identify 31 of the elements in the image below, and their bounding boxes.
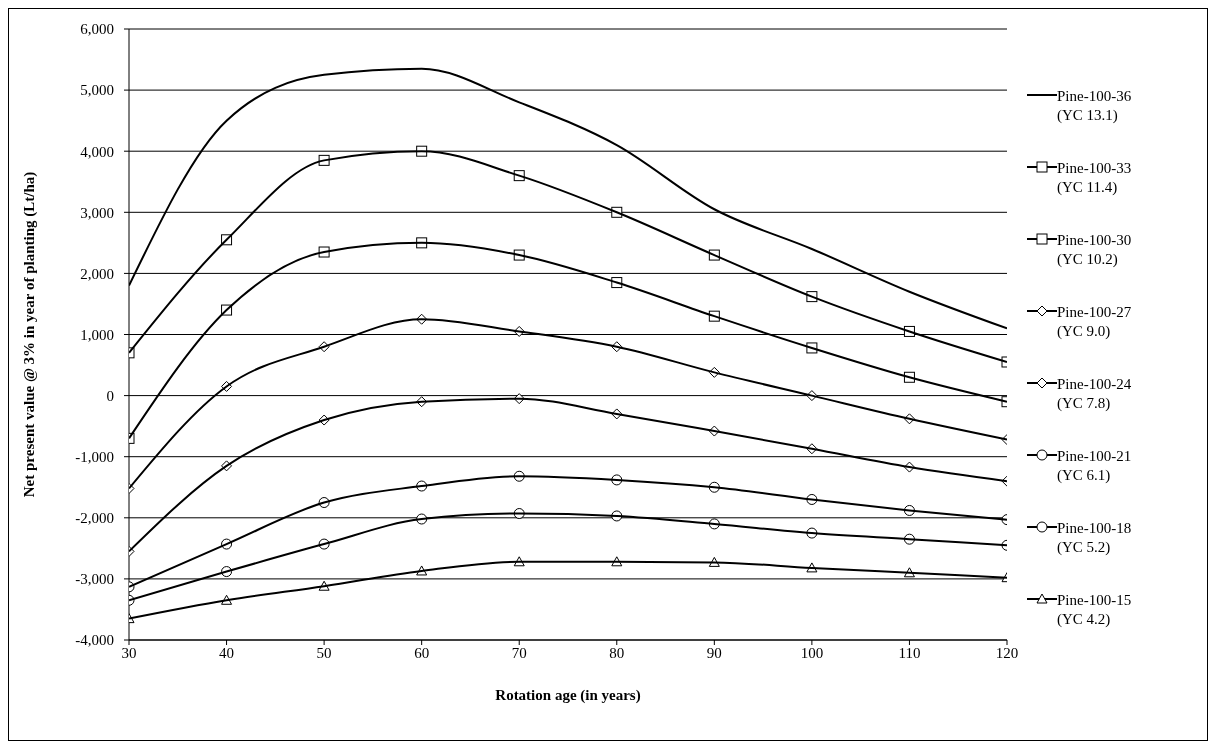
y-tick-label: 0: [106, 387, 114, 404]
legend-label: Pine-100-27 (YC 9.0): [1057, 302, 1132, 341]
y-tick-label: 4,000: [80, 143, 114, 160]
x-tick-label: 110: [898, 644, 921, 661]
x-tick-label: 60: [414, 644, 430, 661]
x-tick-label: 100: [800, 644, 824, 661]
legend-label: Pine-100-24 (YC 7.8): [1057, 374, 1132, 413]
legend-label: Pine-100-15 (YC 4.2): [1057, 590, 1132, 629]
x-axis-title: Rotation age (in years): [495, 687, 641, 704]
x-tick-label: 90: [706, 644, 722, 661]
y-tick-label: -1,000: [75, 449, 114, 466]
x-tick-label: 30: [121, 644, 137, 661]
legend-label: Pine-100-21 (YC 6.1): [1057, 446, 1132, 485]
y-tick-label: -2,000: [75, 510, 114, 527]
x-tick-label: 120: [995, 644, 1019, 661]
legend-label: Pine-100-30 (YC 10.2): [1057, 230, 1132, 269]
y-tick-label: 5,000: [80, 82, 114, 99]
legend-label: Pine-100-33 (YC 11.4): [1057, 158, 1132, 197]
y-tick-label: -4,000: [75, 632, 114, 649]
y-tick-label: 3,000: [80, 204, 114, 221]
x-tick-label: 70: [511, 644, 527, 661]
x-tick-label: 40: [219, 644, 235, 661]
y-tick-label: 1,000: [80, 326, 114, 343]
x-tick-label: 50: [316, 644, 332, 661]
y-tick-label: -3,000: [75, 571, 114, 588]
legend-label: Pine-100-36 (YC 13.1): [1057, 86, 1132, 125]
y-axis-title: Net present value @ 3% in year of planting (Lt/ha): [21, 171, 39, 498]
x-tick-label: 80: [609, 644, 625, 661]
y-tick-label: 2,000: [80, 265, 114, 282]
legend-label: Pine-100-18 (YC 5.2): [1057, 518, 1132, 557]
y-tick-label: 6,000: [80, 21, 114, 38]
